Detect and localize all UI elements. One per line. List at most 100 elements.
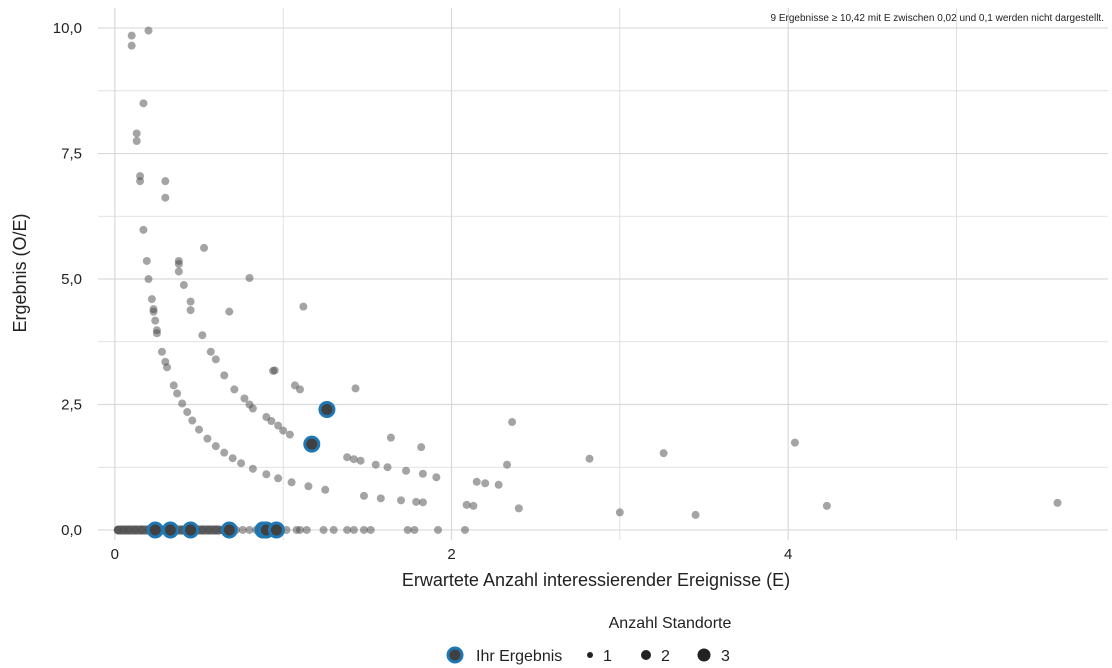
data-point-46 (351, 384, 360, 393)
legend-title: Anzahl Standorte (609, 615, 732, 632)
highlight-point-1 (161, 521, 179, 539)
data-point-92 (359, 491, 368, 500)
data-point-127 (403, 525, 412, 534)
data-point-41 (285, 430, 294, 439)
data-point-51 (383, 463, 392, 472)
data-point-119 (296, 525, 304, 534)
legend-highlight-marker (446, 646, 464, 664)
data-point-49 (356, 456, 365, 465)
data-point-78 (183, 408, 192, 417)
highlight-point-2 (182, 521, 200, 539)
data-point-16 (179, 281, 188, 290)
legend-size-label-2: 2 (661, 648, 670, 665)
data-point-77 (178, 399, 187, 408)
data-point-122 (329, 525, 338, 534)
data-point-71 (1053, 498, 1062, 507)
data-point-87 (262, 470, 271, 479)
x-tick-label-2: 4 (784, 546, 792, 563)
data-point-48 (349, 455, 358, 464)
data-point-50 (371, 460, 380, 469)
data-point-84 (228, 454, 237, 463)
data-point-63 (508, 418, 517, 427)
data-point-39 (274, 421, 283, 430)
data-point-74 (163, 363, 172, 372)
data-point-7 (136, 177, 145, 186)
data-point-64 (514, 504, 523, 513)
data-point-70 (822, 501, 831, 510)
data-point-80 (195, 425, 203, 434)
data-point-90 (304, 482, 313, 491)
legend-highlight-label: Ihr Ergebnis (476, 648, 562, 665)
data-point-123 (343, 525, 352, 534)
data-point-5 (132, 137, 141, 145)
data-point-1 (144, 26, 153, 35)
data-point-128 (410, 525, 419, 534)
data-point-120 (302, 525, 311, 534)
data-point-60 (481, 479, 490, 488)
highlight-point-8 (318, 401, 336, 419)
data-point-32 (220, 371, 229, 380)
data-point-36 (248, 404, 257, 413)
data-points (113, 26, 1062, 539)
data-point-28 (299, 302, 308, 311)
legend-size-label-1: 1 (603, 648, 612, 665)
y-tick-label-0: 0,0 (61, 522, 82, 539)
data-point-14 (174, 259, 183, 268)
data-point-66 (615, 508, 624, 517)
data-point-31 (211, 355, 220, 364)
data-point-8 (161, 177, 170, 186)
x-tick-label-0: 0 (111, 546, 119, 563)
grid-lines (98, 8, 1108, 540)
x-axis-title: Erwartete Anzahl interessierender Ereign… (402, 570, 790, 590)
data-point-95 (412, 497, 421, 506)
data-point-55 (432, 473, 441, 482)
data-point-126 (366, 525, 375, 534)
data-point-57 (462, 500, 471, 509)
data-point-38 (267, 417, 276, 426)
data-point-0 (127, 31, 136, 40)
data-point-79 (188, 416, 197, 425)
data-point-114 (245, 525, 254, 534)
highlight-point-7 (303, 435, 321, 453)
data-point-101 (137, 525, 146, 534)
y-tick-label-1: 2,5 (61, 396, 82, 413)
data-point-69 (790, 438, 799, 447)
data-point-82 (211, 442, 220, 451)
data-point-59 (472, 477, 481, 486)
data-point-88 (274, 474, 283, 483)
x-tick-label-1: 2 (447, 546, 455, 563)
legend: Anzahl Standorte Ihr Ergebnis 1 2 3 (446, 615, 732, 665)
data-point-93 (376, 494, 385, 503)
data-point-18 (144, 275, 153, 284)
data-point-75 (169, 381, 178, 390)
data-point-21 (149, 307, 158, 316)
legend-size-label-3: 3 (721, 648, 730, 665)
data-point-24 (152, 329, 161, 338)
data-point-15 (174, 267, 183, 276)
data-point-89 (287, 478, 296, 487)
data-point-2 (127, 41, 136, 50)
data-point-40 (279, 426, 288, 435)
y-tick-label-2: 5,0 (61, 271, 82, 288)
data-point-25 (186, 297, 195, 306)
data-point-54 (418, 469, 427, 478)
data-point-45 (269, 366, 278, 375)
data-point-130 (460, 525, 469, 534)
data-point-17 (245, 274, 254, 283)
data-point-12 (142, 256, 151, 265)
legend-size-marker-1 (587, 652, 593, 658)
data-point-108 (205, 525, 214, 534)
data-point-67 (659, 449, 668, 458)
highlight-point-0 (146, 521, 164, 539)
data-point-58 (469, 501, 478, 510)
data-point-62 (503, 460, 512, 469)
y-axis-title: Ergebnis (O/E) (10, 213, 30, 332)
data-point-26 (186, 306, 195, 315)
data-point-72 (157, 347, 166, 356)
data-point-52 (386, 433, 395, 442)
data-point-11 (200, 243, 209, 252)
data-point-65 (585, 454, 594, 463)
legend-size-marker-2 (641, 650, 651, 660)
chart-annotation: 9 Ergebnisse ≥ 10,42 mit E zwischen 0,02… (771, 13, 1104, 24)
